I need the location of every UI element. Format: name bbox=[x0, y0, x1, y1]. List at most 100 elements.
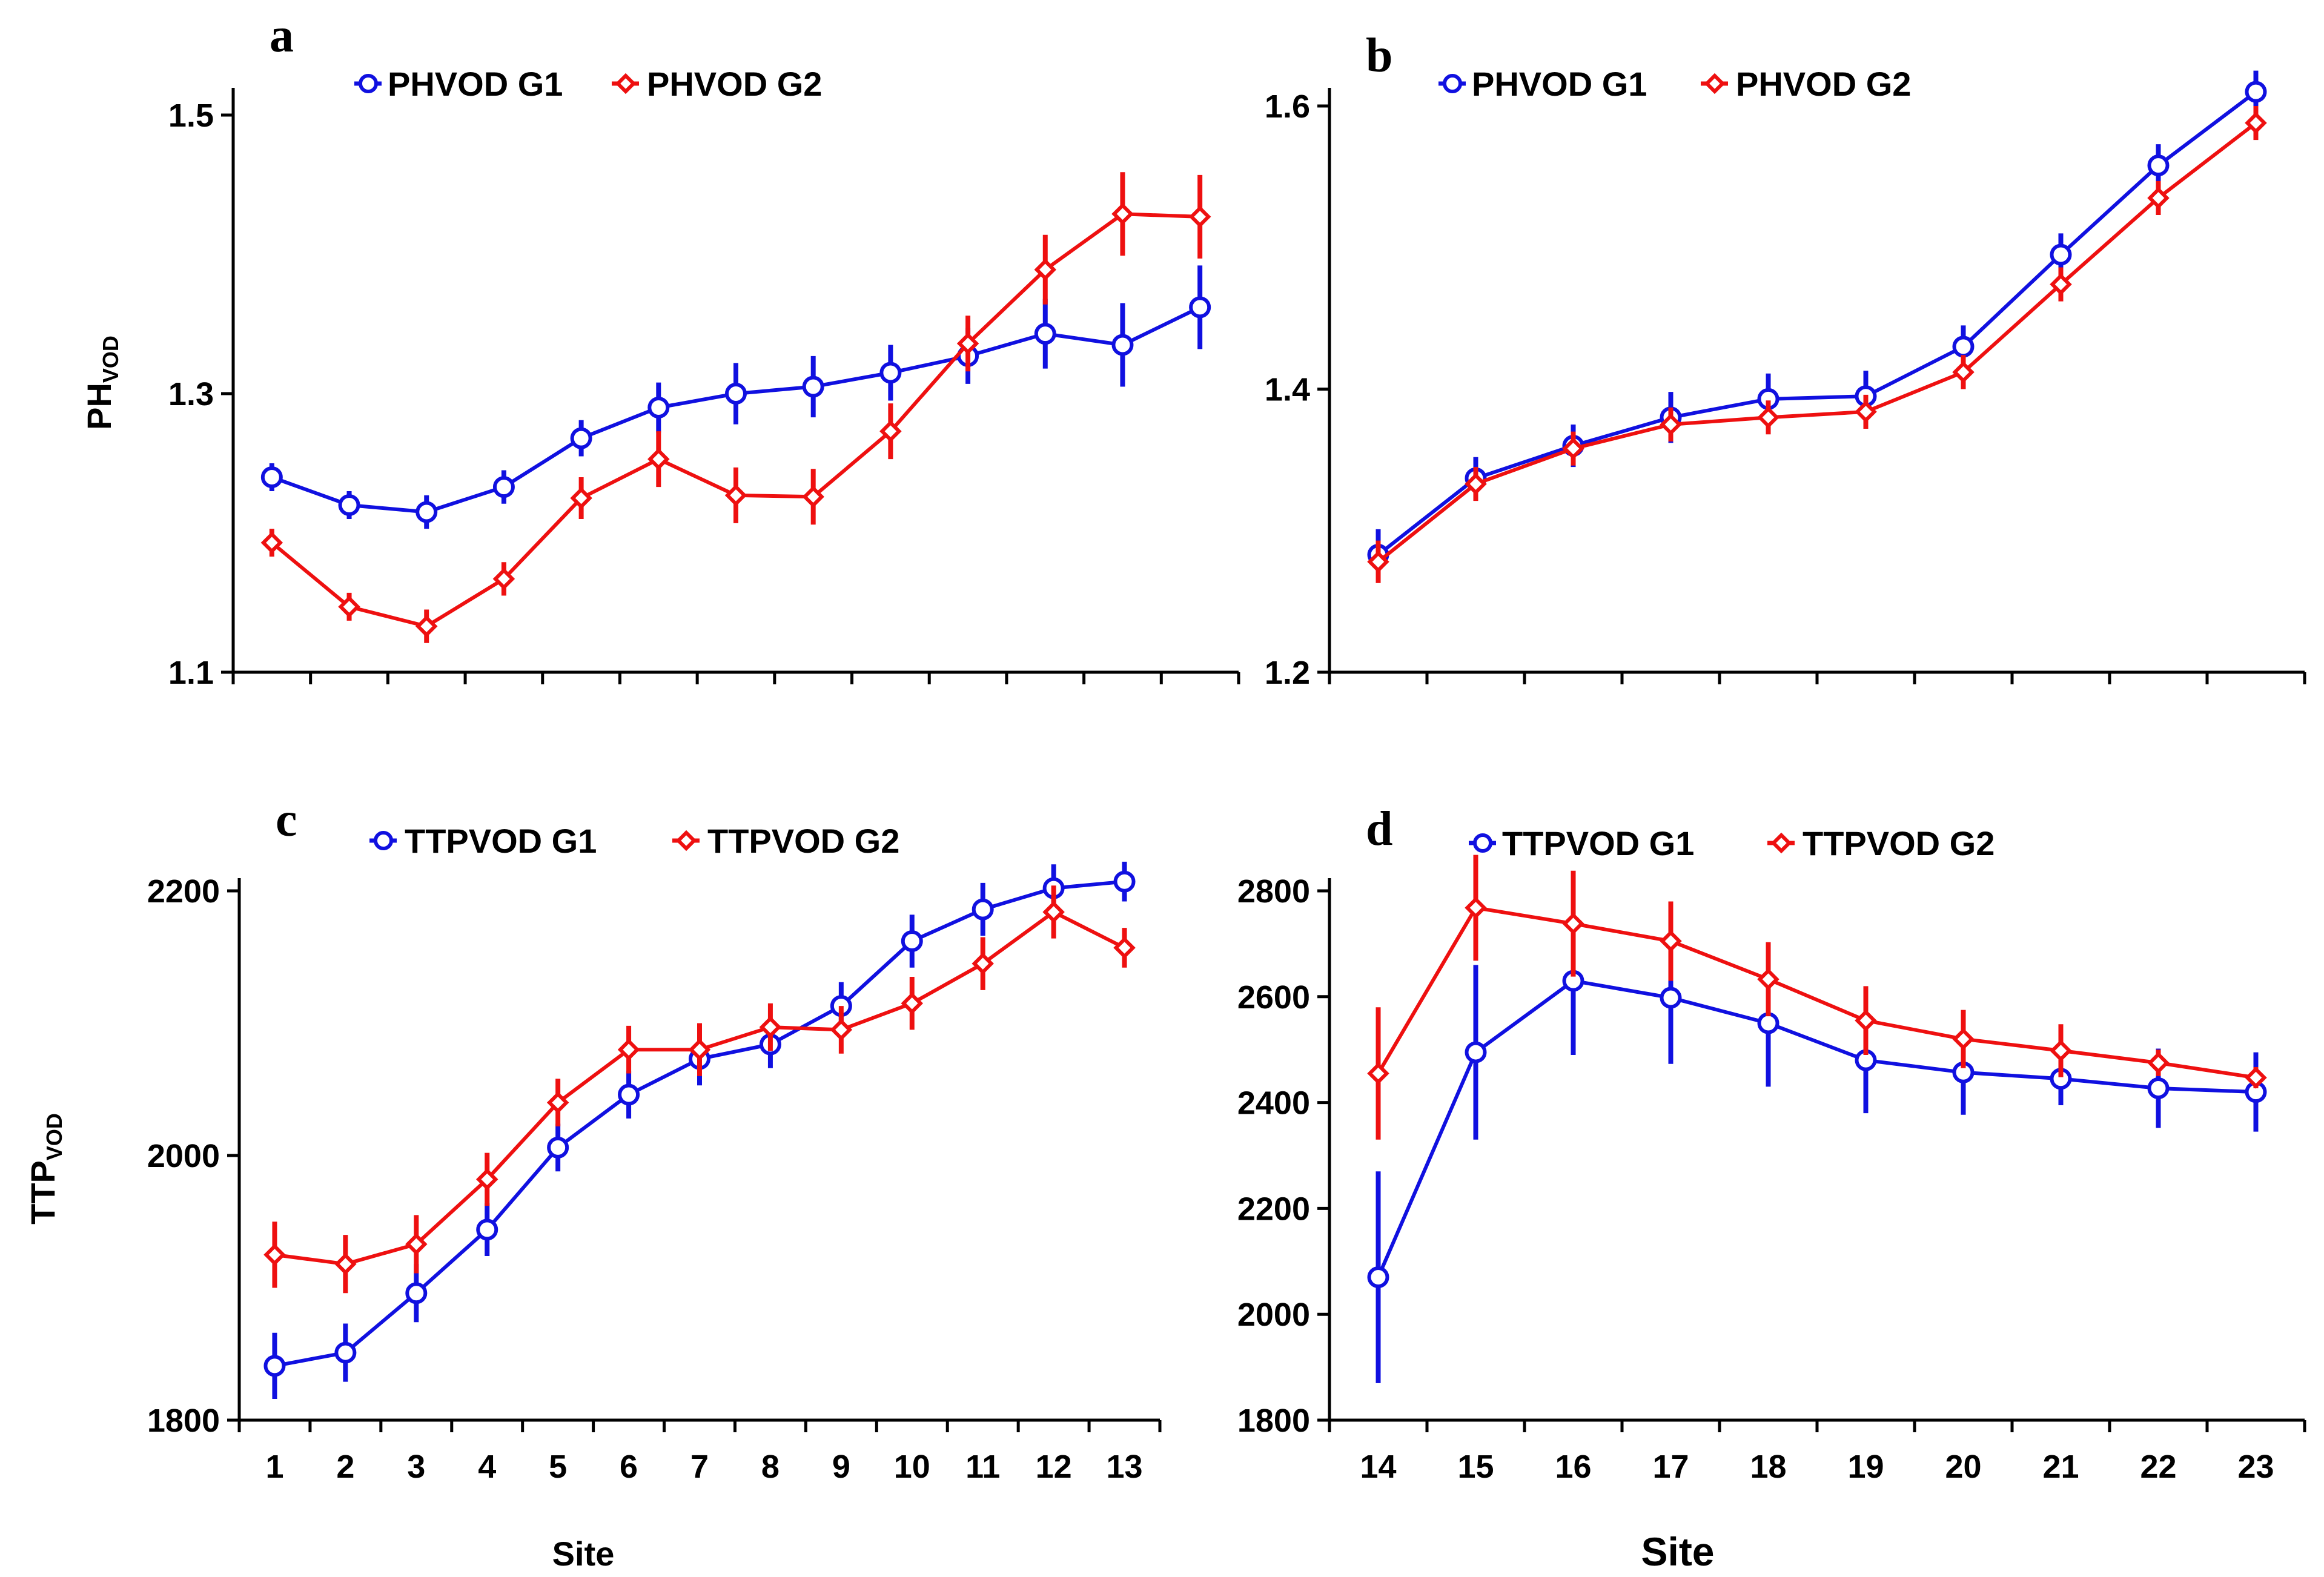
panel-b: b PHVOD G1 PHVOD G2 bbox=[1366, 29, 1911, 103]
panel-b-series-2 bbox=[1367, 106, 2267, 583]
panel-d-s1-point bbox=[1367, 1266, 1389, 1289]
panel-c-s2-line bbox=[274, 910, 1125, 1266]
panel-a-letter: a bbox=[270, 9, 294, 62]
panel-c-x-tick-label: 8 bbox=[761, 1449, 780, 1485]
panel-b-legend: PHVOD G1 PHVOD G2 bbox=[1438, 65, 1911, 103]
panel-a-s1-point bbox=[647, 397, 670, 418]
panel-c-s1-point bbox=[263, 1355, 286, 1377]
panel-d-x-tick-label: 22 bbox=[2140, 1449, 2176, 1485]
panel-c-y-tick-label: 1800 bbox=[147, 1403, 220, 1439]
panel-c-ylabel-main: TTP bbox=[24, 1160, 62, 1225]
panel-a-s2-point bbox=[492, 567, 515, 590]
panel-b-s2-point bbox=[1562, 437, 1584, 460]
panel-a-ylabel-main: PH bbox=[80, 383, 118, 430]
panel-a-ylabel: PHVOD bbox=[80, 336, 123, 430]
legend-c-g1-label: TTPVOD G1 bbox=[405, 822, 597, 860]
panel-c-y-tick-label: 2000 bbox=[147, 1138, 220, 1174]
panel-b-s2-point bbox=[2245, 111, 2267, 134]
panel-d-s2-point bbox=[2147, 1051, 2170, 1074]
panel-d-letter: d bbox=[1366, 802, 1393, 856]
panel-c-x-tick-label: 12 bbox=[1036, 1449, 1072, 1485]
legend-d-g1-marker bbox=[1473, 833, 1492, 853]
panel-c-s1-point bbox=[618, 1083, 640, 1106]
panel-b-s1-point bbox=[2245, 81, 2267, 103]
panel-a-s1-point bbox=[1034, 323, 1056, 345]
panel-a-legend: PHVOD G1 PHVOD G2 bbox=[354, 65, 822, 103]
panel-b-s1-point bbox=[2147, 154, 2170, 177]
panel-d-s2-point bbox=[1855, 1009, 1877, 1032]
panel-a-s1-point bbox=[1111, 334, 1134, 356]
panel-a-s2-point bbox=[647, 448, 670, 471]
panel-d-x-tick-label: 23 bbox=[2237, 1449, 2274, 1485]
panel-c-s2-point bbox=[759, 1016, 782, 1039]
panel-a-ylabel-sub: VOD bbox=[98, 336, 123, 383]
panel-a-s2-point bbox=[956, 332, 979, 355]
panel-c-s1-point bbox=[972, 898, 994, 921]
panel-a-s1-point bbox=[492, 476, 515, 498]
panel-b-s2-point bbox=[1465, 472, 1487, 495]
panel-c-series-2 bbox=[263, 885, 1136, 1294]
panel-d-x-tick-label: 14 bbox=[1360, 1449, 1396, 1485]
legend-d-g1-label: TTPVOD G1 bbox=[1502, 824, 1694, 862]
panel-c-s2-point bbox=[972, 952, 994, 975]
panel-c-s2-point bbox=[901, 992, 924, 1014]
panel-a-y-tick-label: 1.5 bbox=[168, 98, 214, 134]
panel-b-y-tick-label: 1.2 bbox=[1265, 655, 1310, 691]
legend-a-g1-label: PHVOD G1 bbox=[388, 65, 563, 103]
panel-a-s2-point bbox=[570, 487, 592, 509]
panel-a-s1-point bbox=[260, 466, 283, 488]
panel-c-xlabel: Site bbox=[552, 1535, 615, 1573]
panel-d-s1-point bbox=[1757, 1012, 1779, 1034]
panel-d: d TTPVOD G1 TTPVOD G2 Site bbox=[1366, 802, 1995, 1574]
panel-a-series-2 bbox=[260, 172, 1211, 643]
panel-c-x-tick-label: 13 bbox=[1106, 1449, 1142, 1485]
panel-d-x-tick-label: 19 bbox=[1847, 1449, 1884, 1485]
panel-c-s2-point bbox=[688, 1038, 711, 1061]
panel-a-s1-point bbox=[338, 494, 360, 516]
panel-c-s2-point bbox=[830, 1019, 853, 1041]
panel-b-s2-point bbox=[1757, 406, 1779, 429]
legend-a-g1-marker bbox=[359, 74, 378, 93]
panel-d-s2-point bbox=[1465, 896, 1487, 919]
panel-c-s1-point bbox=[901, 930, 923, 953]
panel-d-y-tick-label: 1800 bbox=[1237, 1403, 1310, 1439]
panel-d-s1-point bbox=[1465, 1041, 1487, 1063]
panel-a-s2-point bbox=[802, 485, 824, 508]
panel-c-x-tick-label: 7 bbox=[690, 1449, 709, 1485]
legend-c-g2-label: TTPVOD G2 bbox=[707, 822, 899, 860]
legend-c-g1-marker bbox=[374, 831, 393, 850]
panel-d-y-tick-label: 2200 bbox=[1237, 1191, 1310, 1227]
panel-d-s2-point bbox=[2050, 1039, 2072, 1062]
panel-c-ylabel-sub: VOD bbox=[42, 1113, 67, 1160]
panel-d-s2-point bbox=[1952, 1028, 1975, 1050]
panel-c-s1-point bbox=[334, 1341, 357, 1364]
panel-b-s2-line bbox=[1377, 121, 2257, 564]
panel-b-s2-point bbox=[1367, 550, 1389, 573]
panel-a-y-tick-label: 1.1 bbox=[168, 655, 214, 691]
panel-a-s2-point bbox=[879, 420, 902, 443]
panel-b-s2-point bbox=[1855, 400, 1877, 423]
panel-d-s2-point bbox=[2245, 1066, 2267, 1089]
panel-a-s2-point bbox=[415, 615, 438, 638]
panel-d-x-tick-label: 15 bbox=[1457, 1449, 1494, 1485]
panel-b-s2-point bbox=[2147, 187, 2170, 210]
panel-a: a PHVOD G1 PHVOD G2 PHVOD bbox=[80, 9, 822, 430]
panel-c-x-tick-label: 3 bbox=[407, 1449, 425, 1485]
panel-a-s2-point bbox=[724, 484, 747, 507]
panel-c-s2-point bbox=[334, 1252, 357, 1275]
panel-c-y-tick-label: 2200 bbox=[147, 873, 220, 910]
panel-b-y-tick-label: 1.4 bbox=[1265, 372, 1310, 408]
panel-c-series-1 bbox=[263, 861, 1136, 1400]
panel-c-s2-point bbox=[263, 1243, 286, 1266]
panel-d-s2-point bbox=[1757, 968, 1779, 991]
panel-d-y-tick-label: 2000 bbox=[1237, 1297, 1310, 1333]
panel-c-s2-point bbox=[546, 1091, 569, 1114]
legend-b-g2-marker bbox=[1704, 73, 1726, 94]
panel-c-x-tick-label: 11 bbox=[965, 1449, 1000, 1485]
panel-a-series-1 bbox=[260, 265, 1211, 529]
panel-b-plot: 1.2 1.4 1.6 bbox=[1265, 70, 2306, 691]
panel-c-x-tick-label: 6 bbox=[620, 1449, 638, 1485]
